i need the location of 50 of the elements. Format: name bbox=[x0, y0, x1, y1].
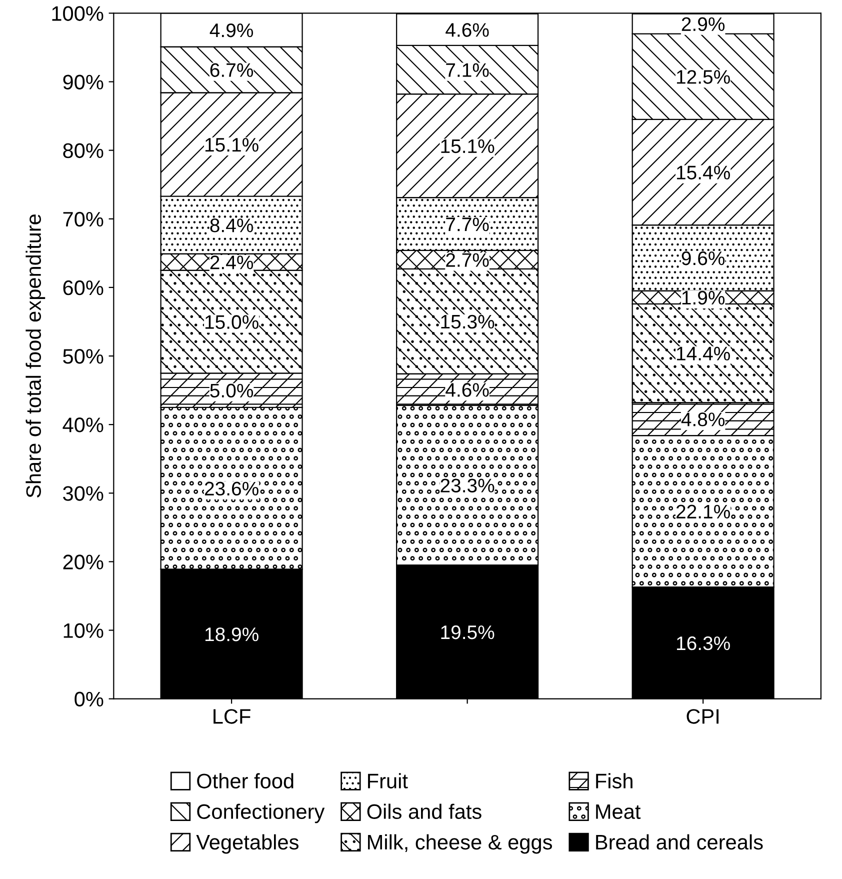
data-label: 5.0% bbox=[210, 384, 254, 398]
data-label: 19.5% bbox=[441, 625, 494, 640]
data-label: 4.6% bbox=[446, 383, 489, 397]
y-tick-label: 20% bbox=[63, 554, 104, 570]
legend-label: Bread and cereals bbox=[596, 834, 763, 850]
data-label: 2.7% bbox=[446, 253, 489, 267]
y-tick-label: 90% bbox=[63, 74, 104, 90]
data-label: 4.8% bbox=[681, 412, 725, 426]
data-label: 1.9% bbox=[682, 290, 725, 305]
data-label: 22.1% bbox=[676, 504, 730, 518]
data-label: 2.9% bbox=[682, 17, 725, 32]
data-label: 18.9% bbox=[205, 627, 258, 642]
legend-label: Vegetables bbox=[196, 834, 298, 854]
data-label: 15.3% bbox=[441, 314, 494, 329]
y-tick-label: 0% bbox=[74, 692, 104, 707]
y-tick-label: 10% bbox=[64, 623, 104, 638]
y-tick-label: 60% bbox=[63, 280, 104, 296]
x-tick-label: LCF bbox=[214, 709, 250, 724]
legend-label: Milk, cheese & eggs bbox=[368, 834, 552, 854]
data-label: 12.5% bbox=[676, 70, 730, 84]
legend-label: Oils and fats bbox=[367, 804, 482, 820]
legend-label: Meat bbox=[596, 804, 641, 820]
data-label: 15.0% bbox=[205, 315, 258, 329]
data-label: 6.7% bbox=[210, 63, 254, 77]
y-tick-label: 100% bbox=[52, 6, 104, 21]
data-label: 23.6% bbox=[204, 482, 258, 496]
data-label: 9.6% bbox=[682, 251, 725, 266]
legend-label: Other food bbox=[197, 773, 294, 788]
data-label: 2.4% bbox=[210, 256, 254, 270]
data-label: 15.4% bbox=[676, 166, 730, 180]
data-label: 7.7% bbox=[446, 218, 489, 232]
data-label: 4.6% bbox=[446, 23, 489, 37]
data-label: 7.1% bbox=[446, 63, 489, 77]
y-tick-label: 70% bbox=[63, 212, 104, 227]
data-label: 8.4% bbox=[210, 218, 254, 232]
data-label: 4.9% bbox=[210, 23, 254, 38]
data-label: 23.3% bbox=[440, 478, 494, 492]
y-tick-label: 80% bbox=[63, 143, 104, 158]
legend-label: Confectionery bbox=[197, 804, 325, 824]
x-tick-label: CPI bbox=[686, 709, 719, 724]
y-tick-label: 50% bbox=[63, 348, 104, 364]
legend-label: Fish bbox=[596, 773, 632, 788]
y-axis-title: Share of total food expenditure bbox=[26, 214, 46, 498]
data-label: 15.1% bbox=[441, 139, 494, 154]
data-label: 14.4% bbox=[676, 346, 730, 360]
legend-label: Fruit bbox=[368, 773, 408, 788]
y-tick-label: 30% bbox=[63, 486, 104, 501]
y-tick-label: 40% bbox=[62, 418, 104, 432]
data-label: 16.3% bbox=[676, 636, 730, 650]
data-label: 15.1% bbox=[205, 138, 258, 152]
